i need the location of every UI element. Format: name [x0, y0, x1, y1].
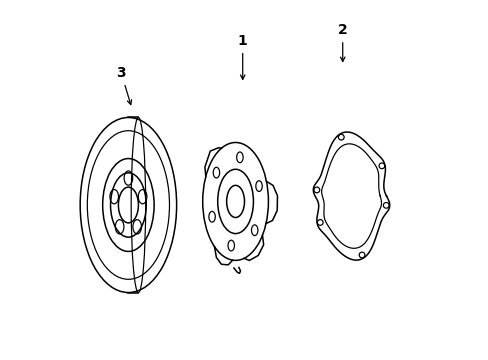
Text: 1: 1: [237, 34, 247, 79]
Text: 3: 3: [116, 66, 131, 104]
Text: 2: 2: [337, 23, 347, 62]
